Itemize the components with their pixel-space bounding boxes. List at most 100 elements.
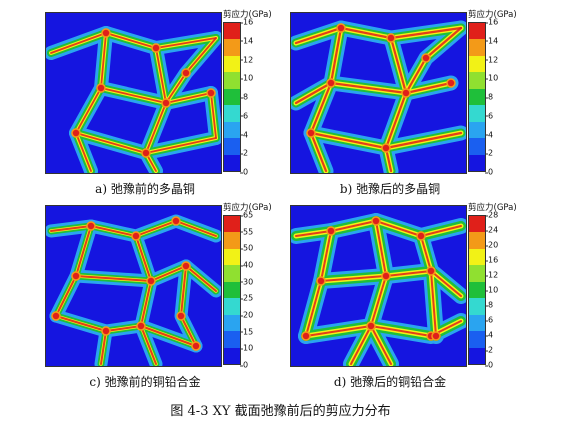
colorbar-segment <box>224 347 240 364</box>
colorbar-segment <box>469 331 485 349</box>
stress-map-d <box>290 205 467 367</box>
stress-hotspot <box>416 231 426 241</box>
colorbar-tick-label: 12 <box>484 55 499 64</box>
panel-a: 剪应力(GPa) 16 14 12 10 8 6 4 2 0 a) 弛豫前的多晶铜 <box>45 10 310 202</box>
colorbar-segment <box>224 154 240 171</box>
colorbar-tick-label: 2 <box>484 148 494 158</box>
stress-hotspot <box>431 331 441 341</box>
colorbar-tick-label: 8 <box>484 92 494 102</box>
stress-hotspot <box>426 266 436 276</box>
colorbar-tick-label: 8 <box>484 300 494 310</box>
grain-boundary <box>294 81 333 105</box>
stress-map-svg-d <box>291 206 466 366</box>
colorbar-segment <box>469 138 485 156</box>
grain-boundary <box>75 265 217 292</box>
stress-hotspot <box>51 311 61 321</box>
colorbar-label-b: 剪应力(GPa) <box>468 10 517 20</box>
colorbar-segment <box>224 281 240 299</box>
figure-caption: 图 4-3 XY 截面弛豫前后的剪应力分布 <box>170 404 391 419</box>
grain-boundary <box>210 92 217 139</box>
stress-hotspot <box>96 83 106 93</box>
colorbar-tick-label: 10 <box>484 285 499 295</box>
stress-hotspot <box>71 271 81 281</box>
colorbar-tick-label: 6 <box>484 111 494 121</box>
stress-hotspot <box>336 23 346 33</box>
stress-map-svg-b <box>291 13 466 173</box>
grain-boundary <box>55 315 197 347</box>
stress-hotspot <box>181 261 191 271</box>
colorbar-segment <box>224 88 240 106</box>
colorbar-c <box>223 215 241 365</box>
stress-hotspot <box>306 128 316 138</box>
colorbar-segment <box>224 121 240 139</box>
colorbar-d <box>468 215 486 365</box>
stress-hotspot <box>191 341 201 351</box>
colorbar-tick-label: 65 <box>239 210 254 220</box>
stress-hotspot <box>301 331 311 341</box>
colorbar-tick-label: 55 <box>239 227 254 237</box>
stress-hotspot <box>381 271 391 281</box>
colorbar-segment <box>224 39 240 57</box>
caption-a: a) 弛豫前的多晶铜 <box>95 182 195 196</box>
colorbar-segment <box>469 55 485 74</box>
colorbar-b <box>468 22 486 172</box>
colorbar-segment <box>469 121 485 139</box>
stress-hotspot <box>371 216 381 226</box>
stress-hotspot <box>326 78 336 88</box>
colorbar-segment <box>224 265 240 283</box>
colorbar-tick-label: 8 <box>239 92 249 102</box>
stress-hotspot <box>136 321 146 331</box>
stress-hotspot <box>151 43 161 53</box>
colorbar-segment <box>224 23 240 41</box>
colorbar-segment <box>224 72 240 90</box>
grain-boundary <box>305 320 462 337</box>
colorbar-segment <box>469 265 485 283</box>
grain-boundary <box>135 235 157 365</box>
stress-hotspot <box>316 276 326 286</box>
colorbar-tick-label: 16 <box>484 17 499 27</box>
colorbar-tick-label: 40 <box>239 260 254 270</box>
grain-boundary <box>50 32 217 54</box>
colorbar-segment <box>224 105 240 123</box>
colorbar-tick-label: 6 <box>239 111 249 121</box>
colorbar-segment <box>469 72 485 90</box>
colorbar-tick-label: 0 <box>484 360 494 370</box>
colorbar-a <box>223 22 241 172</box>
colorbar-label-c: 剪应力(GPa) <box>223 203 272 213</box>
colorbar-segment <box>469 314 485 332</box>
colorbar-segment <box>224 314 240 332</box>
colorbar-tick-label: 10 <box>239 343 254 353</box>
colorbar-label-d: 剪应力(GPa) <box>468 203 517 213</box>
colorbar-tick-label: 25 <box>239 293 254 303</box>
colorbar-segment <box>224 331 240 349</box>
stress-hotspot <box>141 148 151 158</box>
stress-hotspot <box>176 311 186 321</box>
colorbar-segment <box>469 298 485 316</box>
stress-hotspot <box>386 33 396 43</box>
colorbar-tick-label: 4 <box>484 130 494 139</box>
colorbar-tick-label: 50 <box>239 243 254 253</box>
colorbar-tick-label: 10 <box>239 73 254 83</box>
grain-boundary <box>145 47 167 172</box>
colorbar-segment <box>469 347 485 364</box>
stress-hotspot <box>131 231 141 241</box>
caption-d: d) 弛豫后的铜铅合金 <box>333 375 447 389</box>
stress-hotspot <box>421 53 431 63</box>
colorbar-segment <box>224 55 240 74</box>
stress-hotspot <box>161 98 171 108</box>
panel-c: 剪应力(GPa) 65 55 50 40 30 25 20 15 10 0 c) 弛豫前的铜铅合金 <box>45 203 310 395</box>
grain-boundary <box>309 26 343 173</box>
colorbar-tick-label: 6 <box>484 315 494 325</box>
colorbar-tick-label: 0 <box>239 360 249 370</box>
colorbar-tick-label: 0 <box>484 167 494 177</box>
grain-boundary <box>100 330 107 365</box>
panel-b: 剪应力(GPa) 16 14 12 10 8 6 4 2 0 b) 弛豫后的多晶铜 <box>290 10 555 202</box>
colorbar-tick-label: 30 <box>239 277 254 287</box>
colorbar-segment <box>469 105 485 123</box>
colorbar-segment <box>224 216 240 234</box>
grain-boundary <box>75 32 107 172</box>
colorbar-segment <box>469 248 485 267</box>
stress-hotspot <box>381 143 391 153</box>
colorbar-segment <box>469 154 485 171</box>
colorbar-segment <box>469 23 485 41</box>
